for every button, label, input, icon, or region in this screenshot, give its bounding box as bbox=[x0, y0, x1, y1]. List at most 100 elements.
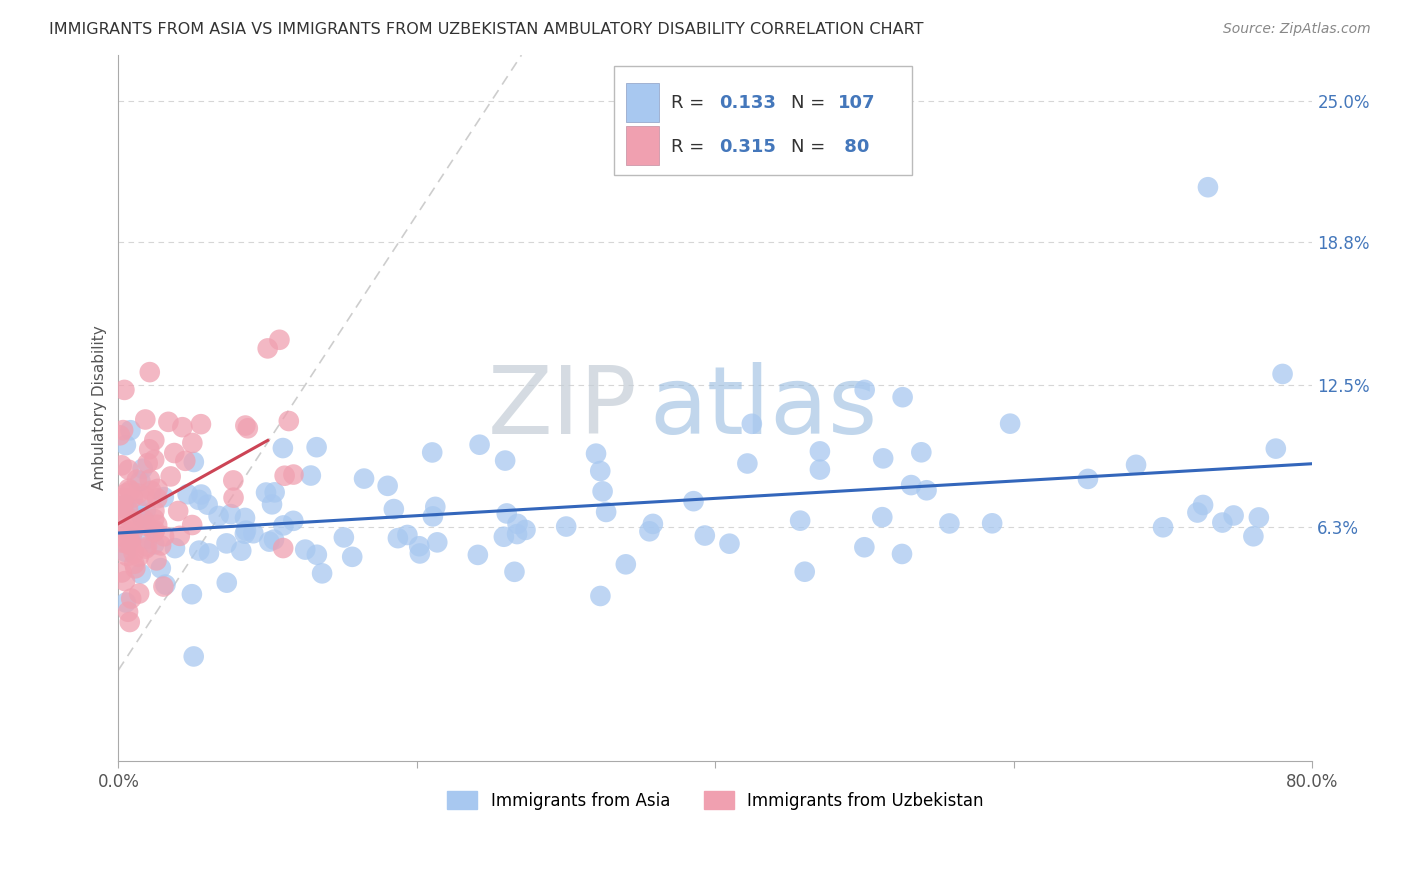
Point bbox=[853, 383, 876, 397]
Point bbox=[273, 468, 295, 483]
Point bbox=[117, 463, 139, 477]
Point bbox=[180, 587, 202, 601]
Point bbox=[115, 486, 138, 500]
Point bbox=[998, 417, 1021, 431]
Point bbox=[219, 507, 242, 521]
Point bbox=[143, 453, 166, 467]
Text: 80: 80 bbox=[838, 138, 870, 156]
Point bbox=[129, 516, 152, 531]
Point bbox=[853, 541, 876, 555]
Point bbox=[495, 507, 517, 521]
Point bbox=[233, 511, 256, 525]
Point bbox=[131, 510, 153, 524]
Point bbox=[136, 456, 159, 470]
Point bbox=[259, 534, 281, 549]
Point bbox=[183, 649, 205, 664]
Point bbox=[181, 518, 204, 533]
Point bbox=[305, 440, 328, 454]
Point bbox=[172, 420, 194, 434]
Point bbox=[136, 540, 159, 554]
Point bbox=[108, 529, 131, 543]
Point bbox=[117, 502, 139, 516]
Bar bbox=[626, 126, 659, 164]
Point bbox=[515, 523, 537, 537]
Point bbox=[277, 414, 299, 428]
Text: atlas: atlas bbox=[650, 362, 877, 454]
Point bbox=[693, 528, 716, 542]
Text: 0.315: 0.315 bbox=[718, 138, 776, 156]
Point bbox=[235, 524, 257, 538]
Point bbox=[271, 441, 294, 455]
Point bbox=[112, 535, 135, 549]
Point bbox=[215, 536, 238, 550]
Point bbox=[136, 532, 159, 546]
Point bbox=[426, 535, 449, 549]
Point bbox=[808, 462, 831, 476]
Point bbox=[1271, 367, 1294, 381]
Point bbox=[115, 438, 138, 452]
Point bbox=[124, 561, 146, 575]
Text: 107: 107 bbox=[838, 95, 876, 112]
Point bbox=[121, 531, 143, 545]
Point bbox=[146, 491, 169, 506]
Point bbox=[197, 498, 219, 512]
Point bbox=[143, 504, 166, 518]
Point bbox=[420, 445, 443, 459]
Point bbox=[1152, 520, 1174, 534]
Point bbox=[155, 577, 177, 591]
Point bbox=[1077, 472, 1099, 486]
Point bbox=[595, 505, 617, 519]
Point bbox=[124, 557, 146, 571]
Point bbox=[467, 548, 489, 562]
Point bbox=[737, 457, 759, 471]
Point bbox=[222, 491, 245, 505]
Point bbox=[333, 531, 356, 545]
Point bbox=[592, 484, 614, 499]
Point bbox=[190, 417, 212, 432]
Point bbox=[127, 501, 149, 516]
Point bbox=[190, 487, 212, 501]
Point bbox=[299, 468, 322, 483]
Point bbox=[143, 434, 166, 448]
Point bbox=[110, 517, 132, 532]
Point bbox=[108, 428, 131, 442]
Point bbox=[112, 423, 135, 437]
Point bbox=[263, 533, 285, 547]
Point bbox=[342, 549, 364, 564]
Point bbox=[409, 546, 432, 560]
Point bbox=[143, 524, 166, 538]
Point bbox=[149, 561, 172, 575]
Point bbox=[135, 518, 157, 533]
Point bbox=[682, 494, 704, 508]
Point bbox=[143, 525, 166, 540]
Point bbox=[118, 524, 141, 539]
Point bbox=[408, 539, 430, 553]
Point bbox=[138, 442, 160, 457]
Point bbox=[269, 333, 291, 347]
Point bbox=[718, 537, 741, 551]
Point bbox=[222, 474, 245, 488]
Point bbox=[150, 538, 173, 552]
Point bbox=[1211, 516, 1233, 530]
Point bbox=[115, 545, 138, 559]
Point bbox=[120, 591, 142, 606]
Point bbox=[382, 502, 405, 516]
Point bbox=[741, 417, 763, 431]
Point bbox=[121, 525, 143, 540]
Point bbox=[122, 514, 145, 528]
Point bbox=[242, 526, 264, 541]
Point bbox=[187, 492, 209, 507]
Text: R =: R = bbox=[671, 138, 710, 156]
Point bbox=[118, 615, 141, 629]
Bar bbox=[626, 83, 659, 122]
Point bbox=[900, 478, 922, 492]
Legend: Immigrants from Asia, Immigrants from Uzbekistan: Immigrants from Asia, Immigrants from Uz… bbox=[441, 785, 990, 816]
Text: R =: R = bbox=[671, 95, 710, 112]
Point bbox=[256, 342, 278, 356]
Point bbox=[641, 516, 664, 531]
Point bbox=[263, 485, 285, 500]
Point bbox=[127, 486, 149, 500]
Point bbox=[589, 589, 612, 603]
Point bbox=[145, 553, 167, 567]
Point bbox=[112, 499, 135, 513]
